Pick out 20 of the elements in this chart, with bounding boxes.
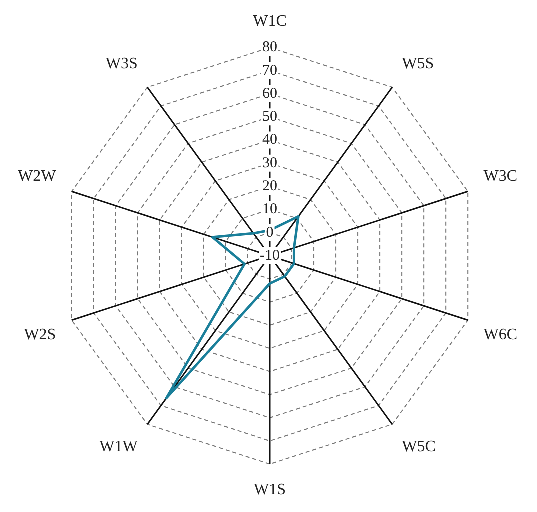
spoke-label: W6C — [484, 326, 518, 344]
y-tick-label: 0 — [266, 224, 274, 241]
y-tick-label: 80 — [262, 40, 278, 56]
y-tick-label: 10 — [262, 202, 278, 218]
spoke-label: W3S — [106, 56, 138, 73]
y-tick-label: 30 — [262, 155, 278, 172]
y-tick-label: -10 — [260, 248, 280, 264]
spoke-label: W5S — [402, 56, 434, 73]
spoke-label: W2W — [18, 168, 58, 186]
spoke-label: W1C — [253, 12, 287, 30]
y-tick-label: 20 — [262, 178, 278, 195]
y-tick-label: 50 — [262, 109, 278, 126]
spoke-label: W1S — [254, 482, 286, 499]
spoke-label: W1W — [100, 438, 139, 456]
spoke-label: W5C — [402, 438, 436, 456]
spoke-label: W3C — [484, 168, 518, 186]
spoke-label: W2S — [24, 326, 56, 344]
y-tick-label: 70 — [262, 62, 278, 79]
y-tick-label: 60 — [262, 86, 278, 102]
y-tick-label: 40 — [262, 132, 278, 148]
